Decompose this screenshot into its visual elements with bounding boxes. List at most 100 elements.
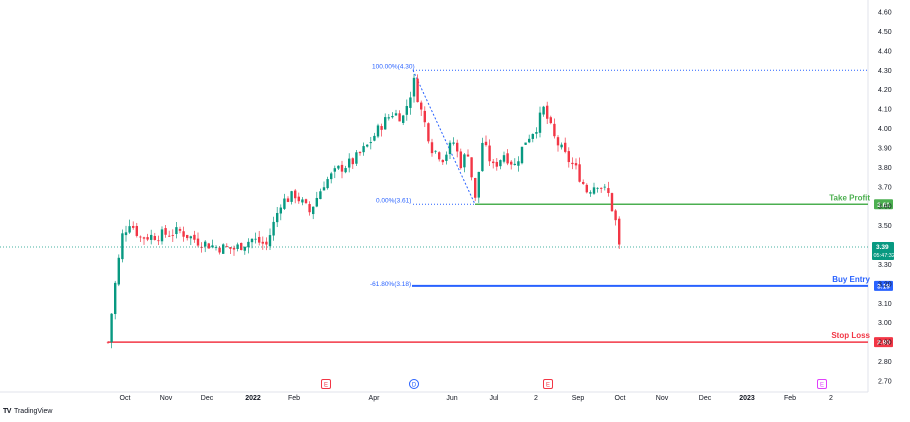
candle-body <box>139 236 142 238</box>
candle-body <box>333 168 336 172</box>
candle-body <box>247 241 250 248</box>
candle-body <box>279 207 282 214</box>
time-tick-label: Oct <box>615 395 626 402</box>
candle-body <box>420 102 423 110</box>
candle-body <box>574 163 578 166</box>
buy-entry-label: Buy Entry <box>832 275 870 284</box>
candle-body <box>582 181 585 184</box>
candle-body <box>405 106 408 115</box>
candle-body <box>546 105 549 119</box>
candle-body <box>409 97 412 108</box>
candle-body <box>607 188 610 194</box>
candlestick-series <box>106 73 621 349</box>
footer-branding[interactable]: TV TradingView <box>3 408 52 415</box>
time-tick-label: Nov <box>656 395 669 402</box>
time-axis[interactable]: Oct Nov Dec 2022 Feb Apr Jun Jul 2 Sep Oct Nov Dec 20… <box>120 395 833 402</box>
candle-body <box>380 126 383 130</box>
candle-body <box>272 221 275 236</box>
earnings-event-icon[interactable] <box>321 379 331 389</box>
candle-body <box>142 237 146 239</box>
event-marker-label: E <box>820 383 824 389</box>
candle-body <box>434 150 437 152</box>
candle-body <box>326 179 329 189</box>
candle-body <box>322 187 326 191</box>
candle-body <box>225 245 228 247</box>
candle-body <box>499 160 502 167</box>
event-marker-label: D <box>412 383 417 389</box>
price-tick-label: 4.30 <box>878 68 892 75</box>
candle-body <box>229 247 232 249</box>
candle-body <box>114 282 117 315</box>
candle-body <box>362 146 365 153</box>
time-tick-label: Jul <box>490 395 499 402</box>
candle-body <box>531 133 534 139</box>
candle-body <box>150 234 153 240</box>
time-tick-label: Jun <box>446 395 457 402</box>
candle-body <box>402 115 405 123</box>
candle-body <box>423 110 426 123</box>
price-tick-label: 3.20 <box>878 281 892 288</box>
candle-body <box>549 117 552 124</box>
candle-body <box>592 187 596 194</box>
candle-body <box>117 257 120 285</box>
buy-entry-price-tag <box>874 280 893 291</box>
candle-body <box>578 164 581 182</box>
horizontal-levels[interactable]: Take Profit 3.61 Buy Entry 3.19 Stop Loss 2.9… <box>108 193 893 348</box>
price-tick-label: 2.80 <box>878 359 892 366</box>
candle-body <box>610 193 614 212</box>
candle-body <box>171 235 174 236</box>
last-price-marker: 3.39 05:47:32 <box>0 241 895 260</box>
candle-body <box>196 238 200 246</box>
candle-body <box>301 199 304 203</box>
candle-body <box>614 210 617 221</box>
time-tick-label: Dec <box>201 395 214 402</box>
price-tick-label: 2.70 <box>878 379 892 386</box>
candle-body <box>524 142 527 145</box>
price-tick-label: 4.10 <box>878 107 892 114</box>
candle-body <box>124 232 128 236</box>
candle-body <box>492 161 495 164</box>
price-tick-label: 3.70 <box>878 184 892 191</box>
candle-body <box>207 243 210 249</box>
candle-body <box>297 196 300 202</box>
candle-body <box>600 187 603 189</box>
candle-body <box>189 236 192 239</box>
candle-body <box>283 198 286 209</box>
candle-body <box>146 237 149 240</box>
candle-body <box>204 241 207 247</box>
dividend-event-icon[interactable] <box>409 379 419 389</box>
stop-loss-price-value: 2.90 <box>877 340 890 347</box>
event-marker-label: E <box>546 383 550 389</box>
take-profit-price-tag <box>874 199 893 210</box>
time-tick-label: Dec <box>699 395 712 402</box>
candle-body <box>175 227 178 235</box>
price-tick-label: 4.00 <box>878 126 892 133</box>
candle-body <box>250 238 254 243</box>
candle-body <box>535 132 538 134</box>
candle-body <box>319 191 322 200</box>
time-tick-label: Oct <box>120 395 131 402</box>
candle-body <box>589 192 592 194</box>
candle-body <box>391 115 394 118</box>
fibonacci-retracement[interactable]: 100.00%(4.30) 0.00%(3.61) -61.80%(3.18) <box>370 63 868 288</box>
candle-body <box>243 246 246 251</box>
candle-body <box>463 154 466 168</box>
earnings-event-icon[interactable] <box>543 379 553 389</box>
earnings-event-icon[interactable] <box>817 379 827 389</box>
candle-body <box>520 146 524 164</box>
time-tick-label: 2022 <box>245 395 261 402</box>
candle-body <box>186 234 189 239</box>
last-price-value: 3.39 <box>876 244 889 251</box>
candle-body <box>218 247 221 253</box>
candle-body <box>596 187 599 189</box>
candle-body <box>106 341 110 343</box>
candle-body <box>528 138 531 143</box>
candle-body <box>477 171 480 198</box>
candle-body <box>481 142 484 172</box>
candle-body <box>211 245 214 248</box>
candle-body <box>214 247 218 248</box>
time-tick-label: Apr <box>369 395 381 402</box>
